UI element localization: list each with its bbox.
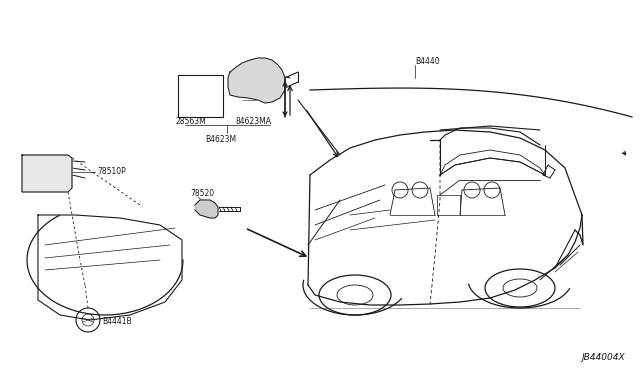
Polygon shape bbox=[195, 200, 218, 218]
Polygon shape bbox=[228, 58, 285, 103]
Text: 78520: 78520 bbox=[190, 189, 214, 198]
Text: 28563M: 28563M bbox=[175, 118, 205, 126]
Text: B4623M: B4623M bbox=[205, 135, 236, 144]
Text: 84623MA: 84623MA bbox=[235, 118, 271, 126]
Polygon shape bbox=[22, 155, 72, 192]
Text: 78510P: 78510P bbox=[97, 167, 125, 176]
Text: JB44004X: JB44004X bbox=[581, 353, 625, 362]
Text: B4440: B4440 bbox=[415, 58, 440, 67]
FancyBboxPatch shape bbox=[178, 75, 223, 117]
Text: B4441B: B4441B bbox=[102, 317, 132, 327]
